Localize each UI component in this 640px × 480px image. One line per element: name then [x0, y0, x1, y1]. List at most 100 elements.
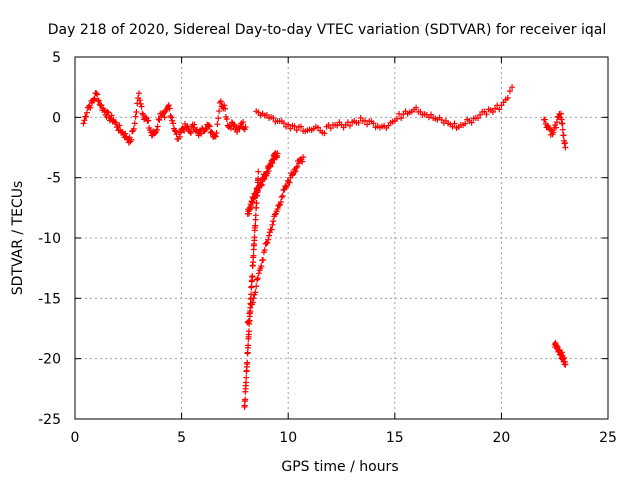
data-point-interp [364, 121, 371, 128]
data-point-interp [245, 318, 252, 325]
data-point [255, 168, 262, 175]
data-point-interp [168, 114, 175, 121]
data-point-interp [206, 123, 213, 130]
data-point [208, 128, 215, 135]
data-point-interp [145, 117, 152, 124]
data-point-interp [334, 122, 341, 129]
data-point-interp [94, 91, 101, 98]
data-point [266, 232, 273, 239]
data-point-interp [130, 125, 137, 132]
data-point-interp [245, 342, 252, 349]
data-point [270, 218, 277, 225]
data-point-interp [271, 211, 278, 218]
data-point-interp [112, 119, 119, 126]
data-point-interp [245, 328, 252, 335]
data-point-interp [504, 95, 511, 102]
data-point-interp [279, 192, 286, 199]
data-point-interp [137, 100, 144, 107]
data-point-interp [449, 123, 456, 130]
data-point [165, 102, 172, 109]
data-point [161, 114, 168, 121]
data-point-interp [154, 123, 161, 130]
data-point-interp [152, 129, 159, 136]
data-point [234, 128, 241, 135]
data-point [558, 110, 565, 117]
data-point-interp [552, 124, 559, 131]
data-point-interp [474, 115, 481, 122]
data-point [413, 104, 420, 111]
data-point-interp [287, 125, 294, 132]
data-point [118, 128, 125, 135]
data-point-interp [254, 275, 261, 282]
data-point-interp [559, 120, 566, 127]
x-tick-label: 5 [177, 430, 186, 446]
data-point-interp [492, 105, 499, 112]
data-point-interp [133, 109, 140, 116]
data-point-interp [355, 119, 362, 126]
data-point-interp [277, 201, 284, 208]
data-point [253, 283, 260, 290]
data-point-interp [294, 163, 301, 170]
data-point-interp [264, 239, 271, 246]
data-point-interp [258, 263, 265, 270]
data-point-interp [285, 178, 292, 185]
data-point [327, 125, 334, 132]
data-point [221, 102, 228, 109]
data-point [562, 361, 569, 368]
data-point-interp [559, 126, 566, 133]
data-point-interp [270, 115, 277, 122]
data-point [244, 319, 251, 326]
data-point-interp [176, 133, 183, 140]
data-point-interp [249, 199, 256, 206]
data-point [261, 247, 268, 254]
data-point-interp [550, 129, 557, 136]
y-tick-label: -20 [38, 352, 61, 368]
data-point [295, 160, 302, 167]
data-point-interp [217, 98, 224, 105]
data-point-interp [561, 354, 568, 361]
data-point-interp [286, 179, 293, 186]
data-point-interp [297, 123, 304, 130]
data-point-interp [249, 299, 256, 306]
data-point [274, 206, 281, 213]
x-tick-label: 15 [386, 430, 404, 446]
data-point-interp [98, 102, 105, 109]
data-point-interp [251, 234, 258, 241]
data-point-interp [122, 130, 129, 137]
data-point-interp [203, 126, 210, 133]
data-point-interp [187, 130, 194, 137]
data-point [242, 123, 249, 130]
data-point [274, 150, 281, 157]
data-point-interp [83, 109, 90, 116]
data-point-interp [215, 115, 222, 122]
x-axis-label: GPS time / hours [281, 459, 398, 475]
data-point-interp [105, 109, 112, 116]
data-point-interp [438, 116, 445, 123]
data-point-interp [357, 114, 364, 121]
data-point-interp [489, 109, 496, 116]
x-tick-label: 0 [71, 430, 80, 446]
x-tick-label: 20 [492, 430, 510, 446]
data-point-interp [87, 104, 94, 111]
data-point-interp [139, 110, 146, 117]
axis-ticks: 0 5 10 15 20 25 5 0 -5 -10 -15 -20 -25 [38, 50, 617, 446]
data-point-interp [483, 111, 490, 118]
data-point-interp [132, 113, 139, 120]
data-point [562, 144, 569, 151]
data-point-interp [496, 106, 503, 113]
data-point [285, 121, 292, 128]
data-point [509, 84, 516, 91]
data-point-interp [280, 120, 287, 127]
x-tick-label: 10 [279, 430, 297, 446]
data-point-interp [468, 119, 475, 126]
y-axis-label: SDTVAR / TECUs [10, 181, 26, 296]
data-point-interp [223, 115, 230, 122]
data-point [135, 90, 142, 97]
data-point-interp [83, 113, 90, 120]
data-point-interp [250, 295, 257, 302]
data-point [170, 120, 177, 127]
y-tick-label: 0 [52, 110, 61, 126]
data-point-interp [560, 132, 567, 139]
data-point-interp [242, 396, 249, 403]
